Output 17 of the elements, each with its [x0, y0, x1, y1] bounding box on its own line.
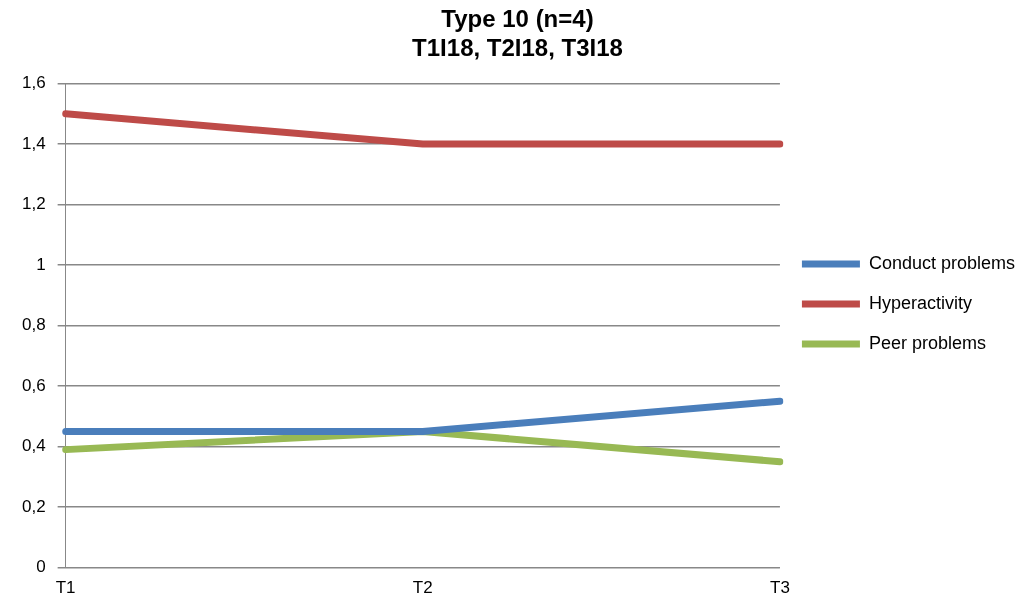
y-tick-label: 0,4 — [21, 436, 46, 456]
legend-label: Peer problems — [868, 332, 986, 353]
x-tick-label: T2 — [412, 578, 433, 598]
legend-label: Conduct problems — [868, 252, 1015, 273]
text: Type 10 (n=4) — [441, 5, 594, 33]
text: T1I18, T2I18, T3I18 — [412, 33, 623, 61]
legend-label: Hyperactivity — [868, 292, 972, 313]
y-tick-label: 1,6 — [21, 73, 46, 93]
y-tick-label: 1,4 — [21, 133, 46, 153]
y-tick-label: 0,2 — [21, 496, 46, 516]
y-tick-label: 0,8 — [21, 315, 46, 335]
y-tick-label: 0 — [36, 557, 46, 577]
y-tick-label: 1 — [36, 254, 46, 274]
y-tick-label: 0,6 — [21, 375, 46, 395]
y-tick-label: 1,2 — [21, 194, 46, 214]
x-tick-label: T1 — [55, 578, 76, 598]
x-tick-label: T3 — [770, 578, 790, 598]
